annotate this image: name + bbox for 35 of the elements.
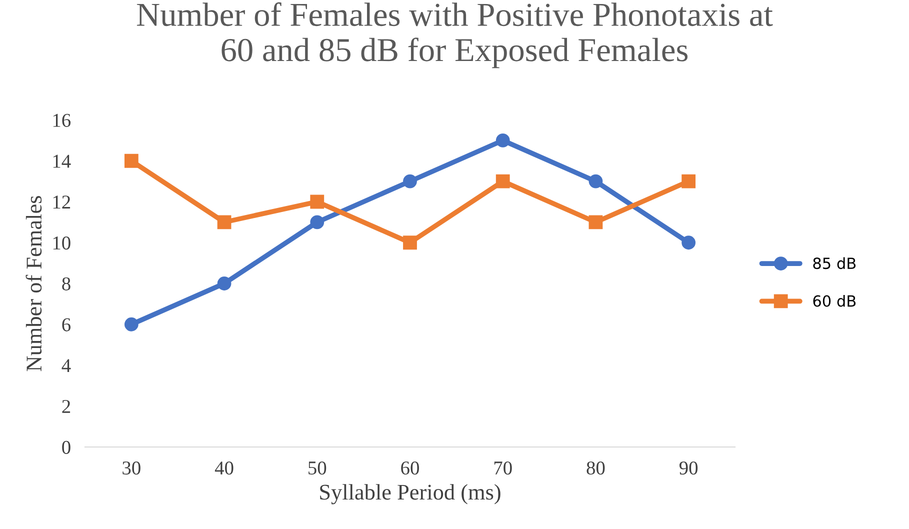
y-tick-label: 10 [53,236,70,250]
y-tick-label: 14 [53,154,71,168]
point [496,174,510,188]
chart-title: Number of Females with Positive Phonotaxis at 60 and 85 dB for Exposed Females [136,2,773,68]
legend-label: 60 dB [813,294,856,307]
y-tick-label: 12 [53,196,70,208]
y-tick-label: 6 [62,318,71,332]
x-tick-label: 90 [679,461,698,475]
x-tick-label: 50 [308,461,326,475]
x-axis-title: Syllable Period (ms) [320,484,500,504]
point [217,276,232,290]
y-axis-title: Number of Females [26,196,42,372]
point [217,215,232,230]
x-tick-label: 40 [214,461,234,475]
point [310,215,324,230]
point [496,133,510,148]
point [124,154,138,168]
point [310,194,324,209]
x-tick-label: 30 [122,461,140,475]
point [682,174,696,188]
point [403,236,417,250]
y-tick-label: 4 [62,359,71,372]
point [588,215,603,230]
x-tick-label: 60 [401,461,419,475]
point [403,174,417,188]
legend-label: 85 dB [813,257,856,270]
x-tick-label: 80 [586,461,605,475]
y-tick-label: 2 [62,400,70,413]
x-tick-label: 70 [494,461,512,475]
y-tick-label: 8 [62,277,70,290]
y-tick-label: 0 [62,440,70,454]
y-tick-label: 16 [53,114,71,127]
point [588,174,603,188]
point [124,317,138,332]
point [682,236,696,250]
